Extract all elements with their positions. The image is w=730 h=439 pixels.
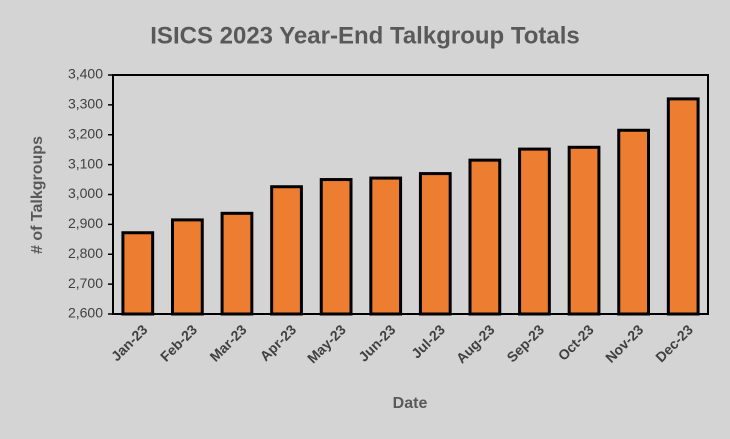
bar (418, 172, 452, 316)
bar (468, 158, 502, 316)
bar (220, 211, 254, 316)
y-tick-label: 3,200 (68, 125, 103, 141)
bar (171, 218, 204, 316)
bar (121, 231, 155, 316)
bar (369, 176, 403, 316)
y-tick-label: 3,300 (68, 96, 103, 112)
bar (270, 185, 303, 316)
y-tick-label: 3,100 (68, 155, 103, 171)
y-axis-title: # of Talkgroups (29, 136, 46, 254)
bar (567, 145, 601, 316)
bar (617, 128, 650, 316)
y-tick-label: 2,900 (68, 215, 103, 231)
chart-title: ISICS 2023 Year-End Talkgroup Totals (150, 22, 579, 49)
bar (319, 178, 353, 316)
y-tick-label: 2,800 (68, 245, 103, 261)
bar (518, 147, 551, 316)
y-tick-label: 3,000 (68, 185, 103, 201)
x-axis-title: Date (393, 395, 428, 412)
y-tick-label: 2,600 (68, 305, 103, 321)
y-tick-label: 2,700 (68, 275, 103, 291)
y-tick-label: 3,400 (68, 66, 103, 82)
bar (666, 97, 700, 316)
